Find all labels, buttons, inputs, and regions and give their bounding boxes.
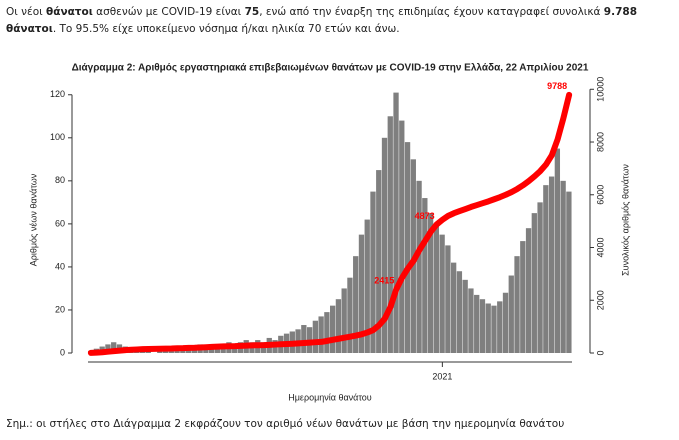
bar [347, 277, 353, 353]
bar [358, 234, 365, 353]
bar [376, 170, 382, 353]
text: . Το 95.5% είχε υποκείμενο νόσημα ή/και … [52, 23, 400, 35]
bar [427, 213, 434, 353]
bar [330, 305, 336, 353]
bar [404, 142, 411, 353]
bar [416, 180, 422, 353]
bar [393, 92, 399, 353]
bar [456, 271, 463, 353]
bar [474, 294, 480, 353]
bar [445, 245, 451, 353]
bar [157, 350, 163, 353]
bar [111, 342, 117, 353]
bar [381, 137, 388, 353]
text: 75 [244, 6, 260, 18]
y-tick-label: 120 [50, 89, 65, 99]
y-tick-label: 40 [55, 261, 65, 271]
x-axis-title: Ημερομηνία θανάτου [288, 392, 372, 402]
bar [525, 228, 532, 353]
x-tick-label: 2021 [432, 371, 452, 381]
bar [168, 350, 174, 353]
y-tick-label: 100 [50, 132, 65, 142]
bar [324, 312, 330, 353]
bar [531, 213, 537, 353]
bar [353, 256, 359, 353]
y2-tick-label: 0 [595, 350, 605, 355]
footnote: Σημ.: οι στήλες στο Διάγραμμα 2 εκφράζου… [6, 418, 565, 430]
bar [543, 185, 549, 353]
cumulative-line [87, 91, 573, 356]
y2-tick-label: 10000 [595, 77, 605, 102]
y-axis-title: Αριθμός νέων θανάτων [28, 173, 38, 266]
bar [554, 148, 561, 353]
text: θάνατοι [46, 6, 93, 18]
bar [514, 256, 520, 353]
y2-tick-label: 6000 [595, 185, 605, 205]
data-label: 4873 [415, 211, 435, 221]
bar [537, 202, 543, 353]
y-tick-label: 80 [55, 175, 65, 185]
chart: Διάγραμμα 2: Αριθμός εργαστηριακά επιβεβ… [28, 63, 630, 403]
bar [399, 120, 405, 353]
y2-tick-label: 2000 [595, 290, 605, 310]
bar [318, 316, 324, 353]
bar [162, 350, 169, 353]
bar [422, 198, 428, 353]
y-tick-label: 20 [55, 304, 65, 314]
bar [560, 180, 566, 353]
bar [433, 223, 440, 353]
bar [335, 299, 342, 353]
bar [341, 288, 347, 353]
bar [468, 288, 474, 353]
y-tick-label: 0 [60, 347, 65, 357]
text: Οι νέοι [6, 6, 47, 18]
y2-axis-title: Συνολικός αριθμός θανάτων [620, 164, 630, 276]
bar [451, 262, 457, 353]
bar [370, 191, 376, 353]
y2-tick-label: 4000 [595, 237, 605, 257]
bar [439, 234, 445, 353]
intro-text: Οι νέοι θάνατοι ασθενών με COVID-19 είνα… [6, 4, 671, 38]
bar [497, 301, 503, 353]
data-label: 2415 [374, 276, 394, 286]
bar [462, 279, 468, 353]
bar [491, 305, 497, 353]
chart-title: Διάγραμμα 2: Αριθμός εργαστηριακά επιβεβ… [72, 63, 589, 74]
text: 9.788 θάνατοι [6, 6, 638, 35]
bar [479, 299, 486, 353]
y-tick-label: 60 [55, 218, 65, 228]
data-label: 9788 [547, 81, 567, 91]
bar [387, 116, 393, 353]
bar [180, 350, 186, 353]
text: , ενώ από την έναρξη της επιδημίας έχουν… [259, 6, 604, 18]
bar [301, 325, 307, 353]
y2-tick-label: 8000 [595, 132, 605, 152]
bar [214, 346, 221, 353]
bar [508, 275, 514, 353]
bar [548, 176, 555, 353]
bar [312, 320, 319, 353]
text: ασθενών με COVID-19 είναι [92, 6, 245, 18]
bar [485, 303, 491, 353]
bar [520, 241, 526, 353]
bar [566, 191, 572, 353]
bar [364, 219, 370, 353]
bar [502, 292, 509, 353]
